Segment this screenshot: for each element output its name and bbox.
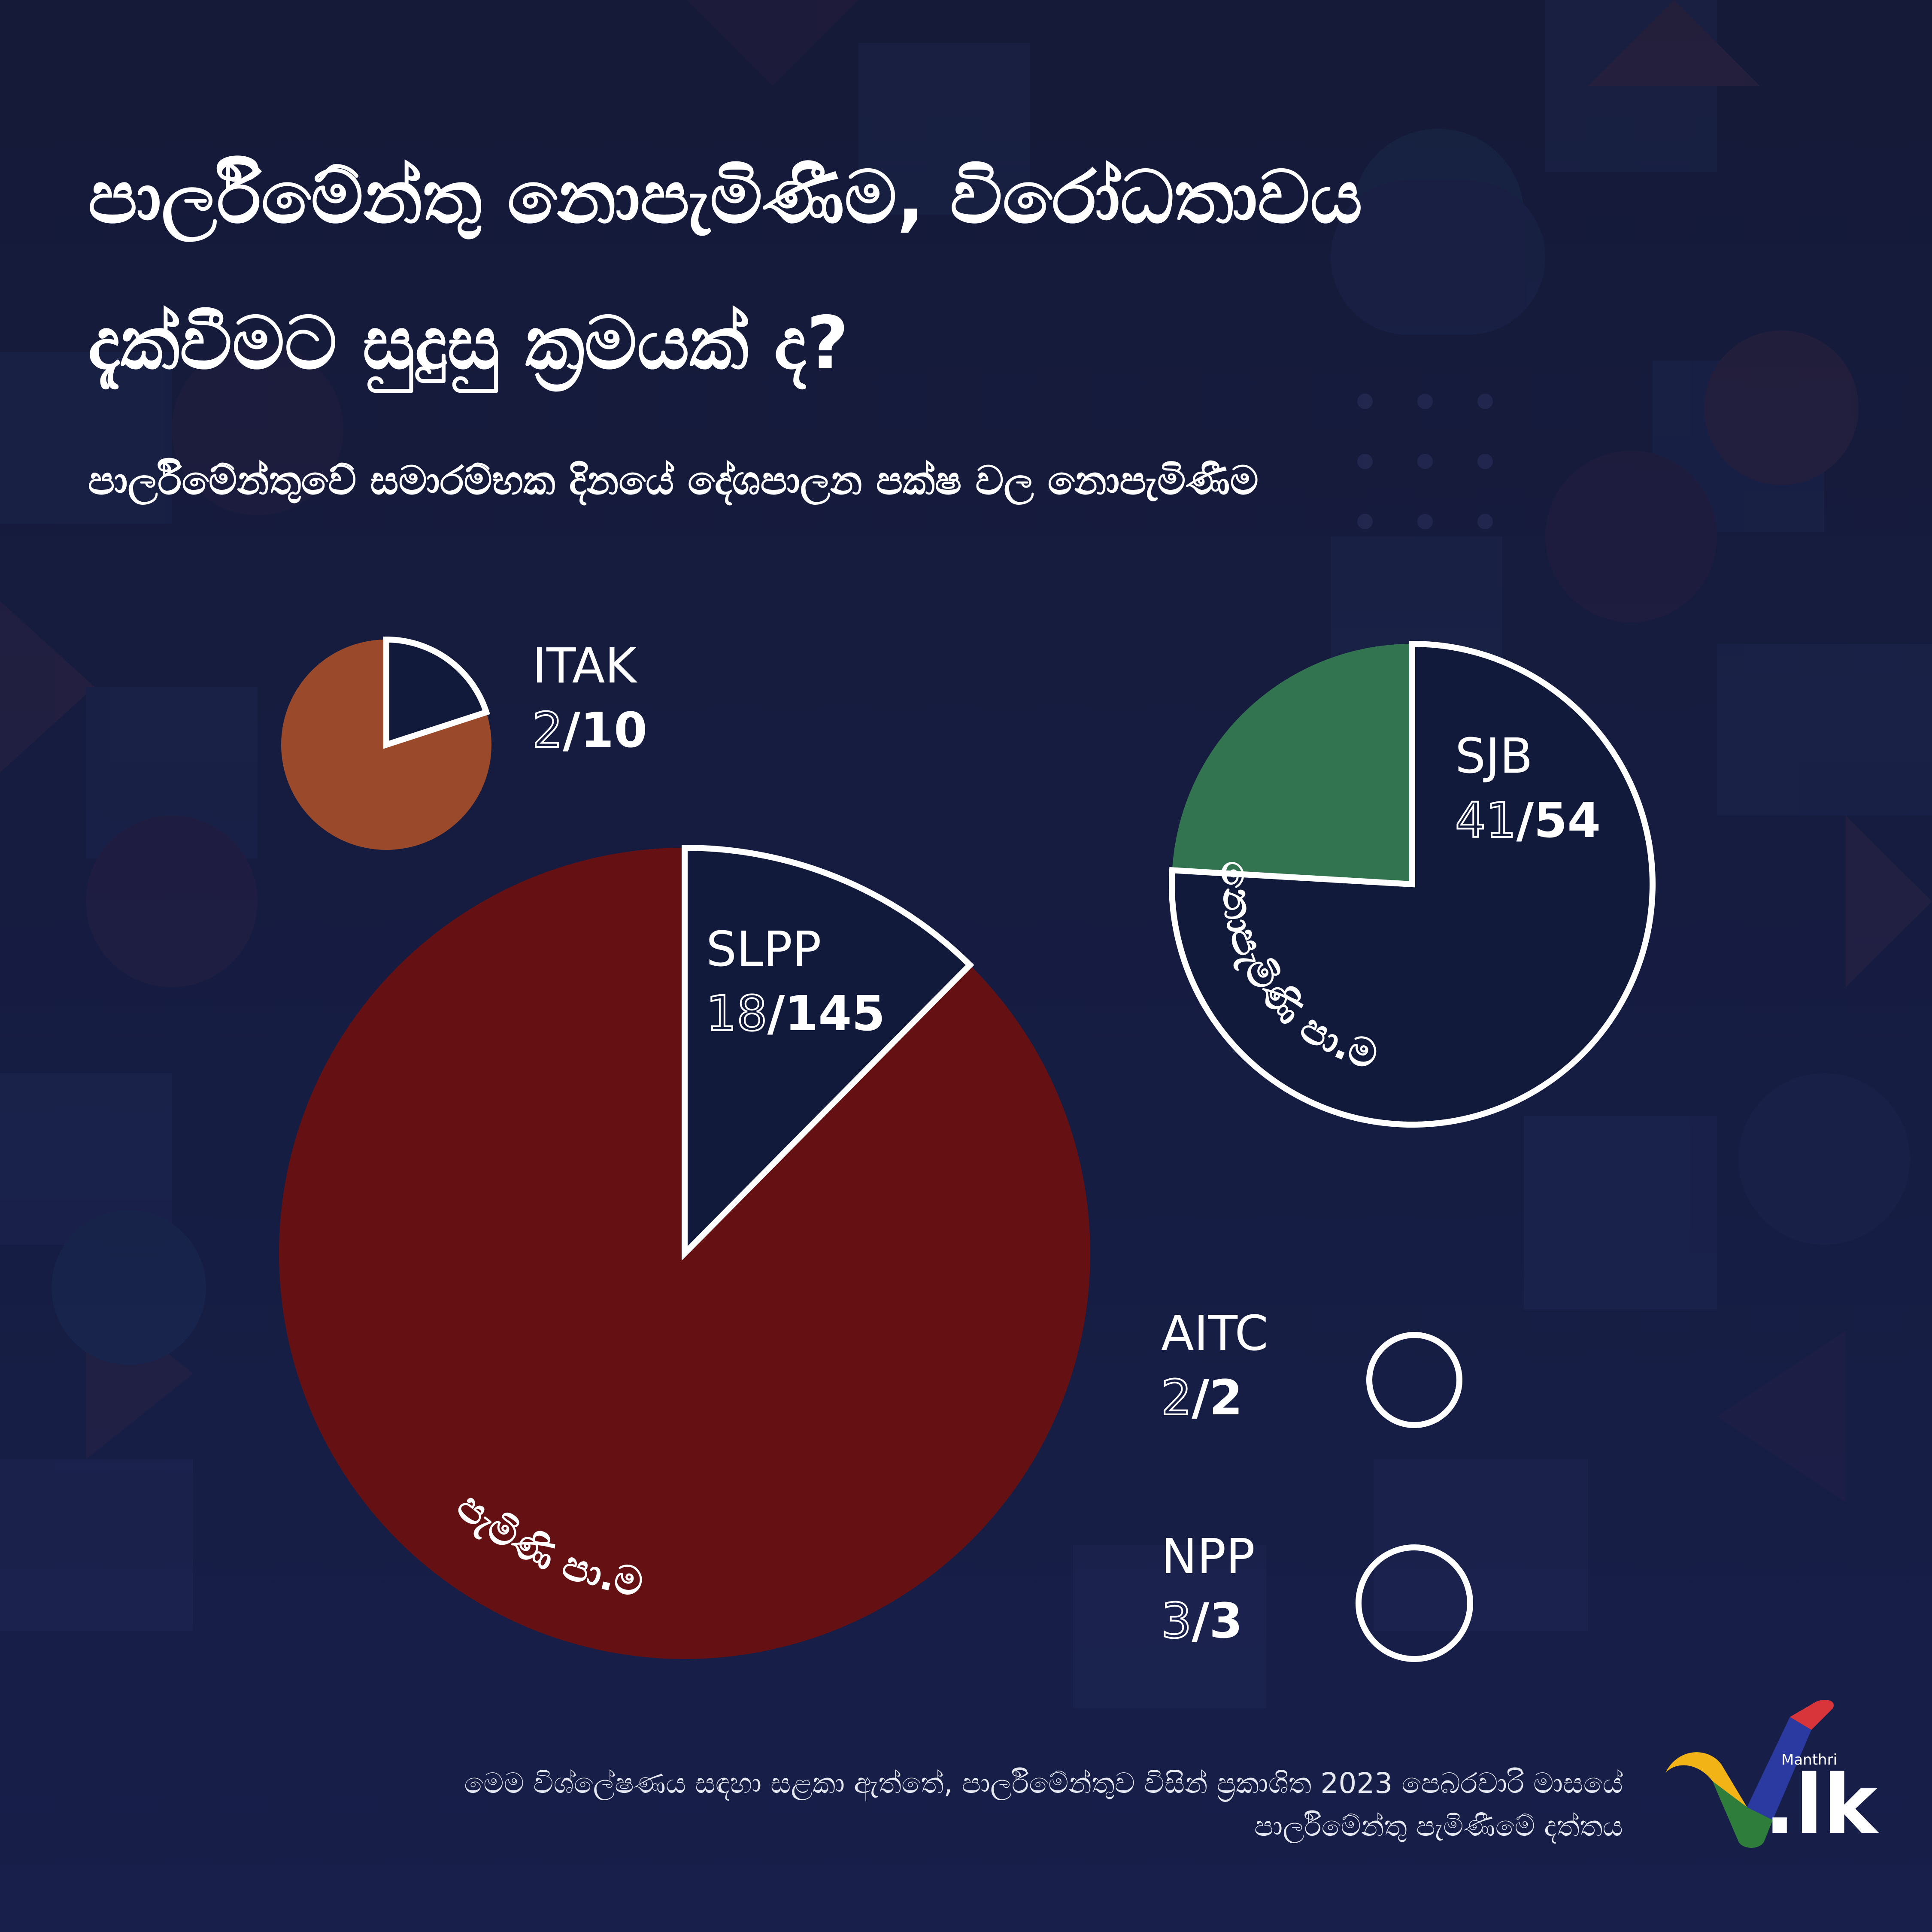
- pie-sjb-absent-count: 41: [1455, 793, 1516, 849]
- page-title: පාර්ලිමේන්තු නොපැමිණීම, විරෝධතාවය දැක්වී…: [88, 155, 1363, 386]
- pie-slpp: SLPP 18/145: [279, 844, 1090, 1659]
- pie-itak-fraction-label: 2/10: [532, 703, 647, 758]
- pie-npp-name-label: NPP: [1161, 1529, 1255, 1585]
- pie-npp-absent-slice: [1356, 1544, 1473, 1662]
- pie-sjb: SJB 41/54: [1169, 640, 1656, 1128]
- footnote-line-1: මෙම විශ්ලේෂණය සඳහා සළකා ඇත්තේ, පාර්ලිමේන…: [464, 1767, 1623, 1800]
- pie-slpp-absent-count: 18: [706, 986, 767, 1042]
- pie-sjb-total-count: /54: [1516, 793, 1601, 849]
- pie-slpp-total-count: /145: [767, 986, 886, 1042]
- pie-npp-fraction-label: 3/3: [1161, 1593, 1243, 1649]
- chart-subtitle: පාර්ලිමේන්තුවේ සමාරම්භක දිනයේ දේශපාලන පක…: [88, 458, 1259, 503]
- footnote: මෙම විශ්ලේෂණය සඳහා සළකා ඇත්තේ, පාර්ලිමේන…: [335, 1762, 1623, 1848]
- pie-itak-name-label: ITAK: [532, 638, 637, 694]
- pie-itak-absent-slice: [383, 636, 490, 749]
- pie-aitc-fraction-label: 2/2: [1161, 1370, 1243, 1426]
- logo-big-text: .lk: [1764, 1757, 1877, 1852]
- pie-npp-absent-count: 3: [1161, 1593, 1192, 1649]
- pie-sjb-absent-slice: [1169, 640, 1656, 1128]
- pie-aitc-absent-count: 2: [1161, 1370, 1192, 1426]
- pie-npp-total-count: /3: [1192, 1593, 1243, 1649]
- pie-slpp-fraction-label: 18/145: [706, 986, 885, 1042]
- pie-itak: ITAK 2/10: [281, 636, 647, 850]
- pie-aitc-absent-slice: [1366, 1332, 1462, 1428]
- pie-aitc-total-count: /2: [1192, 1370, 1243, 1426]
- pie-npp: NPP 3/3: [1160, 1529, 1473, 1662]
- pie-itak-total-count: /10: [563, 703, 647, 758]
- pie-itak-absent-count: 2: [532, 703, 563, 758]
- pie-sjb-name-label: SJB: [1455, 728, 1533, 784]
- pie-slpp-name-label: SLPP: [706, 922, 822, 977]
- pie-slpp-absent-slice: [682, 844, 974, 1261]
- pie-aitc: AITC 2/2: [1160, 1306, 1462, 1428]
- manthri-logo-icon: [1665, 1700, 1834, 1848]
- pie-sjb-fraction-label: 41/54: [1455, 793, 1601, 849]
- footnote-line-2: පාර්ලිමේන්තු පැමිණීමේ දත්තය: [1254, 1810, 1623, 1843]
- logo-small-text: Manthri: [1781, 1751, 1838, 1768]
- pie-aitc-name-label: AITC: [1161, 1306, 1268, 1362]
